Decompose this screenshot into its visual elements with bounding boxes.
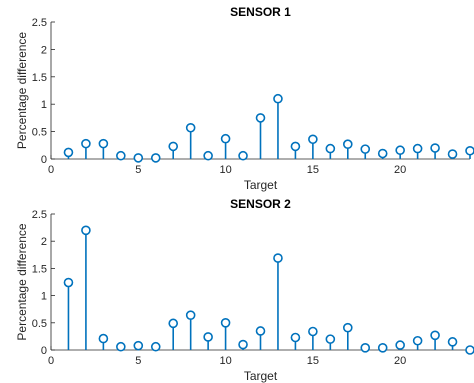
x-tick-label: 5 xyxy=(135,355,141,367)
y-tick-label: 0.5 xyxy=(32,318,47,330)
x-tick-label: 20 xyxy=(394,164,406,176)
stem-marker xyxy=(430,330,440,341)
stem-marker xyxy=(150,341,161,352)
stem-marker xyxy=(63,277,74,288)
x-tick-label: 10 xyxy=(219,355,231,367)
stem-marker xyxy=(168,141,179,152)
stem-marker xyxy=(238,339,248,350)
stem-marker xyxy=(430,143,440,153)
stem-marker xyxy=(116,341,126,352)
y-tick-label: 0 xyxy=(41,154,47,166)
stem-marker xyxy=(116,150,126,161)
stem-marker xyxy=(447,149,458,159)
stem-marker xyxy=(133,340,144,351)
stem-marker xyxy=(465,145,474,156)
stem-marker xyxy=(203,332,213,342)
stem-marker xyxy=(168,318,179,329)
y-tick-label: 1.5 xyxy=(32,72,47,84)
stem-marker xyxy=(377,343,388,353)
stem-marker xyxy=(412,335,423,346)
stem-marker xyxy=(360,343,371,353)
stem-marker xyxy=(377,148,388,159)
stem-marker xyxy=(342,322,353,333)
y-tick-label: 1.5 xyxy=(32,263,47,275)
stem-marker xyxy=(185,122,196,133)
x-tick-label: 0 xyxy=(48,355,54,367)
sensor-1-chart: 0 0.5 1 1.5 2 2.5 0 5 10 15 20 SENSOR 1 Target Percen… xyxy=(15,5,474,192)
x-tick-label: 10 xyxy=(219,164,231,176)
stem-marker xyxy=(220,317,231,328)
y-tick-label: 2.5 xyxy=(32,17,47,29)
sensor-2-chart: 0 0.5 1 1.5 2 2.5 0 5 10 15 20 SENSOR 2 Target Percen… xyxy=(15,197,474,383)
stem-marker xyxy=(63,147,74,158)
stem-marker xyxy=(325,143,336,154)
chart-title: SENSOR 1 xyxy=(230,5,291,19)
y-tick-label: 2.5 xyxy=(32,209,47,221)
x-axis-label: Target xyxy=(244,178,278,192)
x-tick-label: 20 xyxy=(394,355,406,367)
stem-marker xyxy=(325,334,336,344)
y-tick-label: 0.5 xyxy=(32,127,47,139)
stem-marker xyxy=(255,113,266,123)
stem-marker xyxy=(395,145,405,156)
stem-marker xyxy=(133,153,144,163)
stem-marker xyxy=(290,141,301,152)
stem-marker xyxy=(98,333,109,344)
stem-marker xyxy=(308,134,318,145)
stem-marker xyxy=(308,326,318,337)
stem-marker xyxy=(273,93,283,104)
stem-marker xyxy=(360,144,371,154)
y-axis-label: Percentage difference xyxy=(15,32,29,150)
stem-marker xyxy=(290,332,301,343)
x-tick-label: 5 xyxy=(135,164,141,176)
x-tick-label: 15 xyxy=(307,164,319,176)
stem-marker xyxy=(395,340,405,350)
x-axis-label: Target xyxy=(244,369,278,383)
x-tick-label: 0 xyxy=(48,164,54,176)
y-tick-label: 0 xyxy=(41,345,47,357)
stem-marker xyxy=(255,326,266,336)
stem-marker xyxy=(203,150,213,161)
stem-marker xyxy=(273,253,283,263)
stem-marker xyxy=(412,143,423,154)
stem-marker xyxy=(150,153,161,163)
y-tick-label: 2 xyxy=(41,236,47,248)
y-tick-label: 1 xyxy=(41,291,47,303)
x-tick-label: 15 xyxy=(307,355,319,367)
y-axis-label: Percentage difference xyxy=(15,223,29,341)
stem-marker xyxy=(238,150,248,161)
y-tick-label: 2 xyxy=(41,44,47,56)
chart-title: SENSOR 2 xyxy=(230,197,291,211)
stem-marker xyxy=(98,138,109,149)
stem-marker xyxy=(81,225,91,236)
stem-marker xyxy=(185,310,196,320)
y-tick-label: 1 xyxy=(41,99,47,111)
stem-marker xyxy=(81,138,91,149)
stem-marker xyxy=(342,139,353,150)
stem-marker xyxy=(447,337,458,347)
stem-marker xyxy=(465,345,474,355)
stem-marker xyxy=(220,133,231,144)
